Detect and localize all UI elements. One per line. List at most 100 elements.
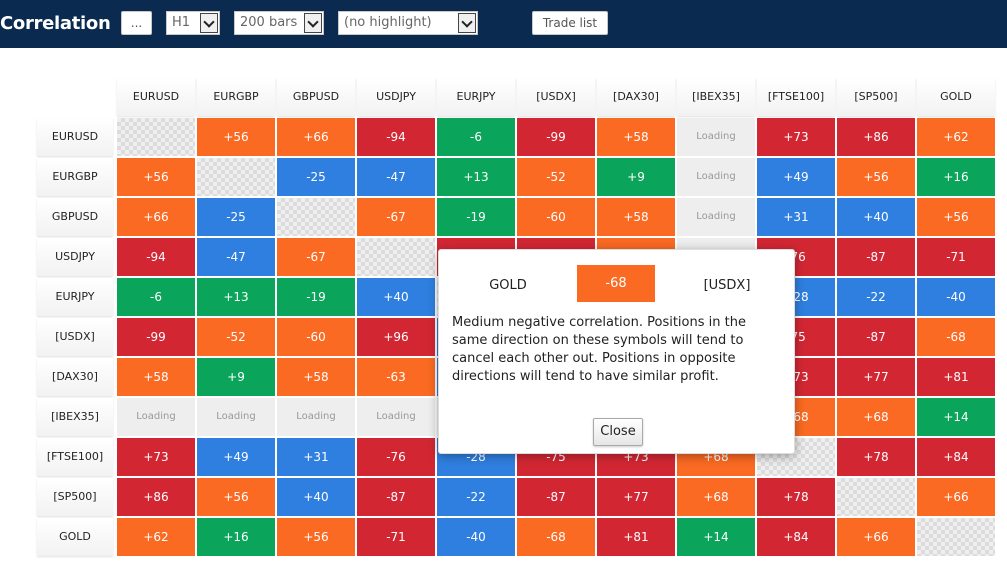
matrix-cell[interactable]: +56 <box>197 478 275 516</box>
matrix-cell[interactable]: +73 <box>117 438 195 476</box>
matrix-cell[interactable]: -19 <box>277 278 355 316</box>
menu-button[interactable]: ... <box>121 11 152 35</box>
matrix-cell[interactable]: +77 <box>837 358 915 396</box>
matrix-cell[interactable]: -60 <box>517 198 595 236</box>
matrix-cell[interactable]: +66 <box>837 518 915 556</box>
matrix-cell[interactable]: -71 <box>357 518 435 556</box>
matrix-cell[interactable]: +84 <box>917 438 995 476</box>
matrix-cell[interactable]: +40 <box>357 278 435 316</box>
matrix-cell[interactable]: +62 <box>117 518 195 556</box>
matrix-cell[interactable]: -40 <box>437 518 515 556</box>
matrix-cell[interactable]: +73 <box>757 118 835 156</box>
matrix-cell[interactable]: +56 <box>277 518 355 556</box>
matrix-cell[interactable]: -71 <box>917 238 995 276</box>
matrix-cell[interactable]: +13 <box>197 278 275 316</box>
matrix-cell[interactable]: -76 <box>357 438 435 476</box>
matrix-cell[interactable]: -99 <box>117 318 195 356</box>
matrix-cell[interactable]: +62 <box>917 118 995 156</box>
matrix-cell[interactable]: +56 <box>837 158 915 196</box>
matrix-cell-loading[interactable]: Loading <box>197 398 275 436</box>
matrix-cell[interactable]: +40 <box>837 198 915 236</box>
matrix-cell[interactable]: +58 <box>117 358 195 396</box>
matrix-cell[interactable]: +58 <box>597 118 675 156</box>
matrix-cell[interactable]: +84 <box>757 518 835 556</box>
row-header: [SP500] <box>37 478 113 516</box>
popup-correlation-value: -68 <box>577 265 655 302</box>
matrix-cell[interactable]: +40 <box>277 478 355 516</box>
matrix-cell[interactable]: +56 <box>197 118 275 156</box>
matrix-cell[interactable]: +68 <box>837 398 915 436</box>
matrix-cell[interactable]: -25 <box>277 158 355 196</box>
matrix-cell[interactable]: +49 <box>197 438 275 476</box>
close-button[interactable]: Close <box>593 418 643 446</box>
matrix-cell[interactable]: -52 <box>517 158 595 196</box>
matrix-cell[interactable]: +9 <box>597 158 675 196</box>
matrix-cell-loading[interactable]: Loading <box>357 398 435 436</box>
matrix-cell[interactable]: +58 <box>597 198 675 236</box>
matrix-cell[interactable]: +81 <box>917 358 995 396</box>
matrix-cell[interactable]: -52 <box>197 318 275 356</box>
matrix-cell[interactable]: +78 <box>837 438 915 476</box>
popup-symbol-b: [USDX] <box>703 278 751 293</box>
chevron-down-icon <box>458 13 476 33</box>
row-header: GOLD <box>37 518 113 556</box>
matrix-cell[interactable]: +78 <box>757 478 835 516</box>
matrix-cell[interactable]: -25 <box>197 198 275 236</box>
matrix-cell[interactable]: +86 <box>117 478 195 516</box>
bars-select[interactable]: 200 bars <box>234 11 324 35</box>
matrix-cell[interactable]: -68 <box>917 318 995 356</box>
matrix-cell[interactable]: +68 <box>677 478 755 516</box>
matrix-cell[interactable]: -40 <box>917 278 995 316</box>
matrix-cell[interactable]: -22 <box>437 478 515 516</box>
matrix-cell[interactable]: +58 <box>277 358 355 396</box>
page-title: Correlation <box>0 13 111 34</box>
matrix-cell[interactable]: +16 <box>197 518 275 556</box>
matrix-cell[interactable]: +31 <box>277 438 355 476</box>
matrix-cell[interactable]: +56 <box>117 158 195 196</box>
matrix-cell[interactable]: +77 <box>597 478 675 516</box>
matrix-cell[interactable]: -87 <box>837 318 915 356</box>
matrix-cell-loading[interactable]: Loading <box>277 398 355 436</box>
matrix-cell[interactable]: +81 <box>597 518 675 556</box>
matrix-cell[interactable]: +66 <box>277 118 355 156</box>
matrix-cell[interactable]: +86 <box>837 118 915 156</box>
column-header: EURUSD <box>117 78 195 116</box>
matrix-cell[interactable]: -22 <box>837 278 915 316</box>
matrix-cell[interactable]: -47 <box>197 238 275 276</box>
matrix-cell[interactable]: +16 <box>917 158 995 196</box>
matrix-cell[interactable]: -68 <box>517 518 595 556</box>
matrix-cell-loading[interactable]: Loading <box>677 198 755 236</box>
timeframe-value: H1 <box>172 15 191 30</box>
timeframe-select[interactable]: H1 <box>166 11 220 35</box>
matrix-cell[interactable]: +49 <box>757 158 835 196</box>
matrix-cell[interactable]: -87 <box>357 478 435 516</box>
matrix-cell[interactable]: -19 <box>437 198 515 236</box>
matrix-cell[interactable]: +31 <box>757 198 835 236</box>
matrix-cell[interactable]: -6 <box>437 118 515 156</box>
highlight-select[interactable]: (no highlight) <box>338 11 478 35</box>
matrix-cell[interactable]: -94 <box>357 118 435 156</box>
matrix-cell[interactable]: -99 <box>517 118 595 156</box>
matrix-cell-loading[interactable]: Loading <box>117 398 195 436</box>
matrix-cell[interactable]: -67 <box>357 198 435 236</box>
matrix-cell[interactable]: +66 <box>917 478 995 516</box>
matrix-cell[interactable]: +96 <box>357 318 435 356</box>
matrix-cell[interactable]: +9 <box>197 358 275 396</box>
matrix-cell[interactable]: -67 <box>277 238 355 276</box>
matrix-cell[interactable]: +13 <box>437 158 515 196</box>
matrix-cell[interactable]: -63 <box>357 358 435 396</box>
matrix-cell[interactable]: -87 <box>517 478 595 516</box>
matrix-cell[interactable]: +66 <box>117 198 195 236</box>
trade-list-button[interactable]: Trade list <box>532 11 608 35</box>
matrix-cell[interactable]: -94 <box>117 238 195 276</box>
matrix-cell[interactable]: +14 <box>677 518 755 556</box>
matrix-cell[interactable]: -87 <box>837 238 915 276</box>
matrix-cell[interactable]: -6 <box>117 278 195 316</box>
matrix-cell-loading[interactable]: Loading <box>677 158 755 196</box>
matrix-cell[interactable]: -47 <box>357 158 435 196</box>
matrix-cell[interactable]: +56 <box>917 198 995 236</box>
matrix-cell[interactable]: +14 <box>917 398 995 436</box>
matrix-cell[interactable]: -60 <box>277 318 355 356</box>
matrix-cell-loading[interactable]: Loading <box>677 118 755 156</box>
column-header: USDJPY <box>357 78 435 116</box>
